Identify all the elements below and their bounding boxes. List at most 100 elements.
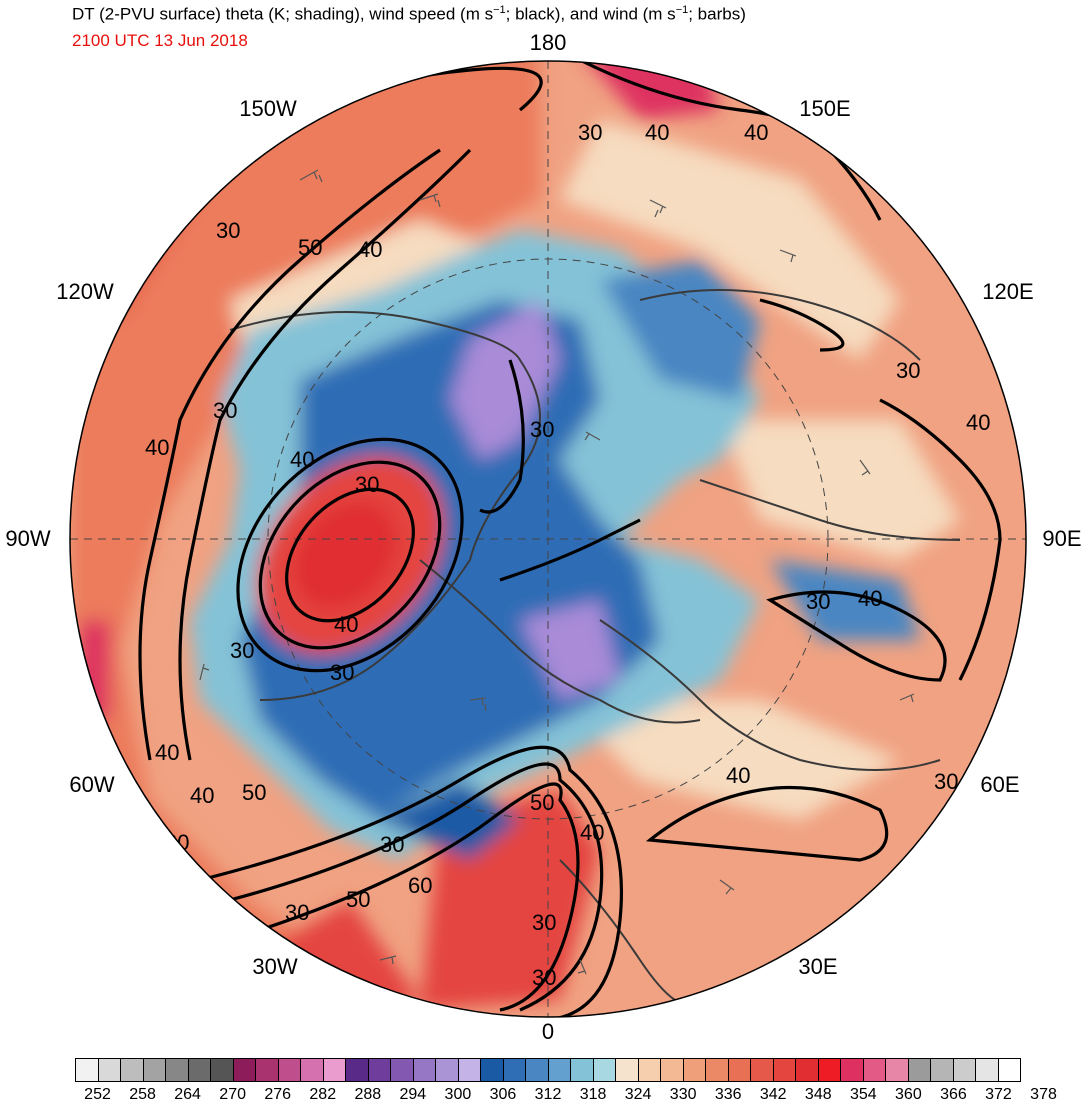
theta-shading: 30 40 40 30 50 40 30 40 30 30 40 40 30 3… [70, 61, 1026, 1017]
contour-label: 30 [216, 218, 240, 243]
graticule [70, 61, 1026, 1017]
colorbar-swatch [188, 1059, 211, 1081]
colorbar-tick-label: 354 [849, 1086, 877, 1103]
colorbar-swatch [346, 1059, 369, 1081]
colorbar-swatch [323, 1059, 346, 1081]
colorbar-swatch [391, 1059, 414, 1081]
colorbar-swatch [436, 1059, 459, 1081]
contour-label: 30 [213, 398, 237, 423]
contour-label: 40 [358, 237, 382, 262]
colorbar-swatch [773, 1059, 796, 1081]
contour-label: 40 [580, 820, 604, 845]
colorbar-swatch [256, 1059, 279, 1081]
contour-label: 30 [380, 832, 404, 857]
polar-map: 30 40 40 30 50 40 30 40 30 30 40 40 30 3… [69, 60, 1027, 1018]
lon-label-60e: 60E [980, 772, 1020, 797]
contour-label: 40 [290, 447, 314, 472]
contour-label: 30 [230, 638, 254, 663]
contour-label: 40 [334, 612, 358, 637]
contour-label: 30 [530, 417, 554, 442]
contour-label: 30 [285, 900, 309, 925]
contour-label: 30 [578, 120, 602, 145]
colorbar-tick-label: 300 [444, 1086, 472, 1103]
chart-title: DT (2-PVU surface) theta (K; shading), w… [72, 4, 746, 24]
colorbar-swatch [278, 1059, 301, 1081]
colorbar-swatch [886, 1059, 909, 1081]
colorbar-swatch [98, 1059, 121, 1081]
colorbar-swatch [976, 1059, 999, 1081]
colorbar-tick-label: 378 [1030, 1086, 1057, 1103]
contour-label: 40 [726, 763, 750, 788]
contour-label: 40 [190, 783, 214, 808]
colorbar-tick-label: 348 [804, 1086, 832, 1103]
colorbar-swatch [121, 1059, 144, 1081]
colorbar-swatch [818, 1059, 841, 1081]
wind-speed-contours [138, 61, 1002, 1017]
colorbar-swatch [616, 1059, 639, 1081]
contour-label: 30 [532, 965, 556, 990]
colorbar-tick-label: 270 [219, 1086, 247, 1103]
lon-label-30e: 30E [798, 954, 838, 979]
contour-label: 50 [346, 887, 370, 912]
colorbar-swatch [548, 1059, 571, 1081]
contour-label: 60 [408, 873, 432, 898]
colorbar-tick-label: 306 [489, 1086, 517, 1103]
colorbar-swatch [571, 1059, 594, 1081]
colorbar-swatch [413, 1059, 436, 1081]
map-boundary [69, 60, 1027, 1018]
colorbar-swatch [503, 1059, 526, 1081]
contour-label: 50 [530, 790, 554, 815]
colorbar-tick-label: 342 [759, 1086, 787, 1103]
colorbar-tick-label: 330 [669, 1086, 697, 1103]
lon-label-30w: 30W [252, 954, 298, 979]
colorbar-swatch [841, 1059, 864, 1081]
lon-label-180: 180 [529, 30, 567, 55]
colorbar-swatch [211, 1059, 234, 1081]
colorbar-tick-label: 276 [264, 1086, 292, 1103]
colorbar-swatch [751, 1059, 774, 1081]
colorbar-swatch [233, 1059, 256, 1081]
contour-label: 50 [298, 235, 322, 260]
colorbar-tick-label: 288 [354, 1086, 382, 1103]
theta-colorbar [75, 1058, 1021, 1082]
lon-label-60w: 60W [69, 772, 115, 797]
colorbar-tick-label: 294 [399, 1086, 427, 1103]
colorbar-tick-labels: 252 258 264 270 276 282 288 294 300 306 312 318 324 3… [75, 1086, 1057, 1106]
contour-label: 40 [966, 410, 990, 435]
colorbar-swatch [683, 1059, 706, 1081]
colorbar-swatch [998, 1059, 1020, 1081]
lon-label-90w: 90W [5, 526, 51, 551]
colorbar-tick-label: 312 [534, 1086, 562, 1103]
colorbar-swatch [76, 1059, 99, 1081]
colorbar-tick-label: 252 [84, 1086, 111, 1103]
colorbar-tick-label: 366 [940, 1086, 967, 1103]
colorbar-tick-label: 318 [579, 1086, 607, 1103]
colorbar-swatch [796, 1059, 819, 1081]
lon-label-150w: 150W [239, 96, 297, 121]
contour-label: 50 [242, 780, 266, 805]
colorbar-swatch [143, 1059, 166, 1081]
contour-label: 40 [858, 586, 882, 611]
contour-label: 30 [896, 358, 920, 383]
colorbar-tick-label: 258 [129, 1086, 156, 1103]
lon-label-150e: 150E [799, 96, 851, 121]
lon-label-120w: 120W [56, 279, 114, 304]
colorbar-swatch [593, 1059, 616, 1081]
contour-label: 40 [744, 120, 768, 145]
colorbar-swatch [863, 1059, 886, 1081]
lon-label-90e: 90E [1042, 526, 1082, 551]
colorbar-swatch [368, 1059, 391, 1081]
colorbar-swatch [301, 1059, 324, 1081]
lon-label-0: 0 [541, 1019, 555, 1044]
colorbar-swatch [728, 1059, 751, 1081]
contour-label: 40 [145, 435, 169, 460]
colorbar-tick-label: 372 [985, 1086, 1012, 1103]
colorbar-swatch [953, 1059, 976, 1081]
colorbar-swatch [661, 1059, 684, 1081]
contour-label: 30 [532, 910, 556, 935]
colorbar-swatch [481, 1059, 504, 1081]
contour-label: 40 [155, 740, 179, 765]
contour-label: 30 [806, 589, 830, 614]
colorbar-tick-label: 360 [895, 1086, 922, 1103]
colorbar-swatch [458, 1059, 481, 1081]
